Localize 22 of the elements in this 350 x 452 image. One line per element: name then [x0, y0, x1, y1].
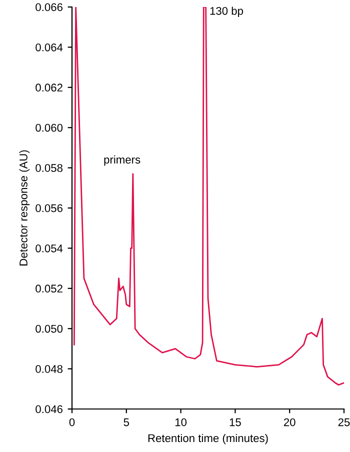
y-tick-label: 0.058: [36, 164, 62, 172]
x-tick-label: 5: [124, 418, 130, 426]
y-tick-label: 0.064: [36, 43, 63, 52]
y-tick-label: 0.046: [36, 405, 62, 414]
line-series: [73, 7, 344, 386]
y-tick-label: 0.052: [36, 284, 62, 293]
annotation: primers: [104, 155, 140, 166]
x-axis-title: Retention time (minutes): [148, 434, 268, 444]
y-tick-label: 0.066: [36, 3, 62, 12]
y-tick-label: 0.054: [36, 244, 63, 252]
y-tick-label: 0.048: [36, 365, 62, 373]
x-tick-label: 10: [175, 418, 187, 426]
annotation: 130 bp: [210, 6, 244, 18]
x-tick-label: 25: [338, 418, 350, 426]
y-tick-label: 0.060: [36, 124, 63, 132]
y-tick-label: 0.062: [36, 84, 62, 92]
x-tick-label: 20: [284, 418, 296, 426]
y-tick-label: 0.056: [36, 204, 62, 212]
y-tick-label: 0.050: [36, 324, 63, 333]
y-axis-title: Detector response (AU): [19, 150, 30, 266]
x-tick-label: 15: [230, 418, 241, 426]
x-tick-label: 0: [69, 418, 75, 426]
